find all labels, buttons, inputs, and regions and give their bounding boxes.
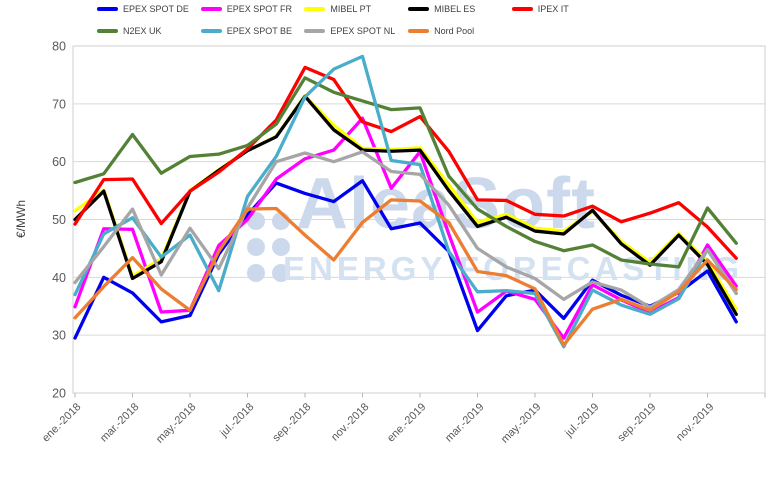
y-tick-label: 20: [52, 387, 66, 401]
y-tick-label: 60: [52, 155, 66, 169]
legend-swatch-icon: [97, 7, 118, 11]
plot-grid: 20 30 40 50 60 70 80: [52, 40, 766, 401]
legend-swatch-icon: [304, 29, 326, 33]
y-tick-label: 50: [52, 213, 66, 227]
legend-item-epex-spot-de: EPEX SPOT DE: [97, 3, 189, 15]
legend-item-nord-pool: Nord Pool: [408, 25, 474, 37]
plot-border: [72, 45, 766, 394]
legend-item-mibel-es: MIBEL ES: [408, 3, 475, 15]
legend-label: EPEX SPOT FR: [226, 4, 293, 14]
legend-item-epex-spot-nl: EPEX SPOT NL: [304, 25, 395, 37]
legend-label: Nord Pool: [434, 26, 475, 36]
legend-label: EPEX SPOT BE: [226, 26, 293, 36]
legend-label: EPEX SPOT DE: [123, 4, 189, 14]
legend-swatch-icon: [304, 7, 326, 11]
series-line-mibel-es: [73, 94, 738, 317]
series-line-epex-spot-nl: [73, 150, 738, 310]
chart-legend: EPEX SPOT DE EPEX SPOT FR MIBEL PT MIBEL ES…: [97, 3, 569, 37]
series-line-nord-pool: [73, 198, 738, 347]
legend-label: EPEX SPOT NL: [330, 26, 396, 36]
legend-label: IPEX IT: [537, 4, 569, 14]
series-line-ipex-it: [73, 65, 738, 260]
legend-swatch-icon: [408, 7, 430, 11]
watermark-dot: [247, 264, 265, 282]
legend-swatch-icon: [200, 29, 222, 33]
y-tick-label: 40: [52, 271, 66, 285]
series-line-epex-spot-de: [73, 179, 738, 340]
x-axis-labels: ene.-2018 mar.-2018 may.-2018 jul.-2018 sep.…: [40, 401, 716, 446]
plot-series: [73, 54, 738, 349]
legend-swatch-icon: [200, 7, 222, 11]
y-tick-label: 30: [52, 329, 66, 343]
watermark-dot: [272, 264, 290, 282]
watermark-dot: [247, 238, 265, 256]
series-line-n2ex-uk: [73, 76, 738, 269]
legend-item-ipex-it: IPEX IT: [511, 3, 569, 15]
legend-swatch-icon: [97, 29, 118, 33]
legend-item-mibel-pt: MIBEL PT: [304, 3, 371, 15]
legend-item-n2ex-uk: N2EX UK: [97, 25, 162, 37]
legend-label: MIBEL PT: [330, 4, 372, 14]
legend-swatch-icon: [408, 29, 430, 33]
watermark-dot: [272, 238, 290, 256]
legend-swatch-icon: [511, 7, 533, 11]
legend-label: N2EX UK: [123, 26, 162, 36]
y-tick-label: 70: [52, 97, 66, 111]
legend-label: MIBEL ES: [434, 4, 476, 14]
legend-item-epex-spot-be: EPEX SPOT BE: [200, 25, 293, 37]
y-tick-label: 80: [52, 40, 66, 54]
legend-item-epex-spot-fr: EPEX SPOT FR: [200, 3, 293, 15]
electricity-price-chart: 20 30 40 50 60 70 80 AleaSoft ENERGY FORECASTI…: [14, 3, 766, 446]
